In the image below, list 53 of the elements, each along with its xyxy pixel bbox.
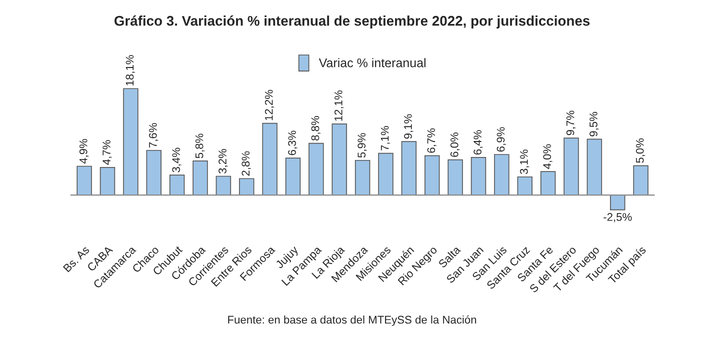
data-label: 9,7% (566, 110, 576, 136)
data-label: 12,2% (264, 90, 274, 120)
data-label: 7,6% (148, 123, 158, 148)
bar (285, 158, 301, 196)
data-label: 5,8% (195, 134, 205, 158)
data-label: 8,8% (311, 116, 320, 140)
bar (100, 167, 116, 196)
bar (76, 166, 92, 196)
bar (401, 141, 417, 196)
bar (192, 160, 208, 196)
bar (610, 194, 626, 210)
bar (564, 138, 579, 196)
data-label: 4,7% (102, 140, 112, 165)
bar (169, 174, 185, 196)
data-label: 6,7% (427, 128, 436, 153)
bar (448, 159, 463, 196)
bar (424, 155, 440, 196)
data-label: 4,9% (79, 138, 89, 164)
data-label: 2,8% (242, 151, 251, 176)
data-label: 18,1% (126, 55, 135, 86)
data-label: 6,4% (474, 130, 483, 155)
bar (262, 122, 278, 196)
bar (146, 150, 162, 196)
source-note: Fuente: en base a datos del MTEySS de la Nación (228, 315, 476, 326)
data-label: 6,3% (288, 130, 298, 156)
data-label: 6,0% (450, 132, 460, 157)
chart-title: Gráfico 3. Variación % interanual de septiembre 2022, por jurisdicciones (114, 15, 590, 29)
data-label: 3,1% (520, 150, 530, 174)
bar (308, 142, 324, 196)
data-label: 3,2% (218, 148, 228, 174)
bar (517, 176, 532, 196)
bar (470, 157, 486, 196)
data-label: 6,9% (496, 127, 506, 152)
data-label: 9,1% (404, 114, 414, 139)
bar (354, 160, 370, 196)
data-label: 5,9% (358, 133, 367, 158)
legend-label: Variac % interanual (318, 58, 426, 68)
bar (216, 176, 232, 196)
data-label: 3,4% (172, 148, 182, 172)
data-label: 12,1% (334, 90, 344, 121)
bar (123, 88, 138, 196)
bar (633, 165, 648, 196)
bar (239, 178, 254, 196)
bar (540, 171, 556, 196)
data-label: -2,5% (604, 213, 632, 222)
bar (586, 138, 602, 196)
bar (378, 152, 394, 196)
data-label: 9,5% (590, 112, 599, 136)
bar (332, 123, 347, 196)
data-label: 4,0% (543, 144, 552, 169)
data-label: 5,0% (636, 138, 646, 163)
bar (494, 154, 510, 196)
data-label: 7,1% (380, 126, 390, 150)
